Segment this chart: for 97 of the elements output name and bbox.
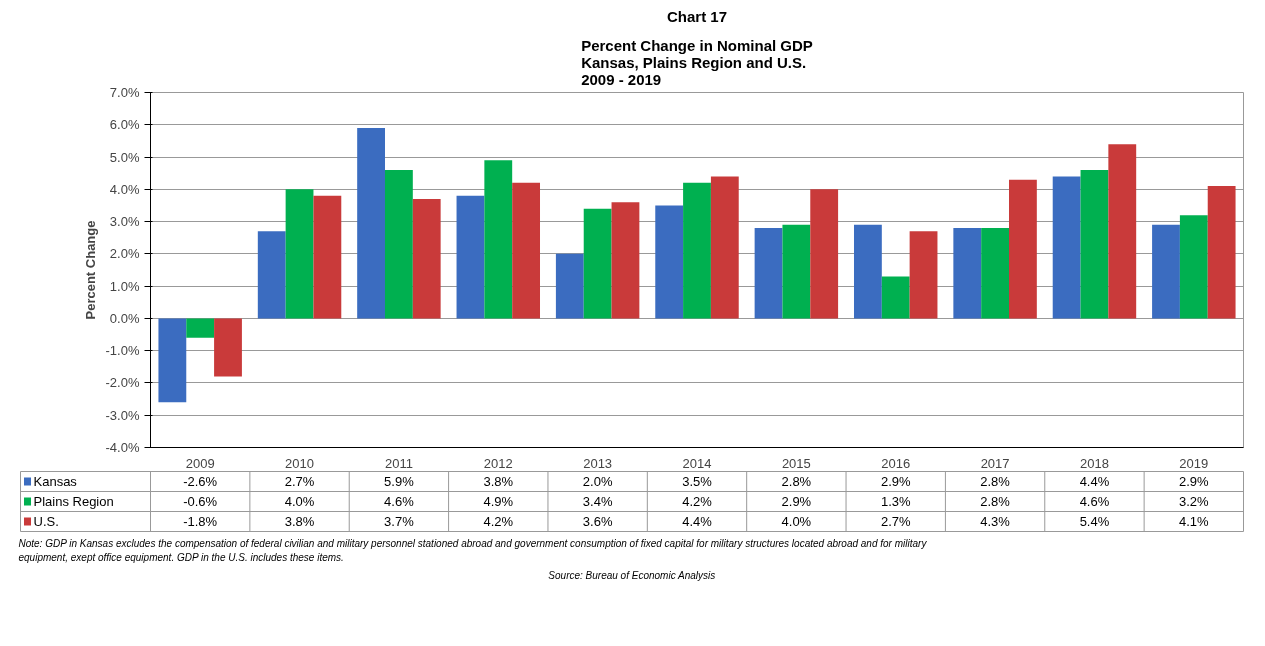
data-label: 3.8% [483,474,514,489]
data-label: -1.8% [183,514,218,529]
data-label: 4.1% [1179,514,1210,529]
data-label: 4.3% [980,514,1011,529]
data-label: 4.0% [781,514,812,529]
bar [313,195,342,319]
data-label: 5.4% [1079,514,1110,529]
bar [710,176,739,319]
y-tick-label: -3.0% [105,407,140,423]
data-label: 4.6% [384,494,415,509]
data-label: 4.0% [284,494,315,509]
x-tick-label: 2012 [483,455,513,471]
y-tick-label: -1.0% [105,343,140,359]
y-axis-title: Percent Change [82,220,98,320]
source-note: Source: Bureau of Economic Analysis [548,570,716,581]
x-tick-label: 2011 [384,455,413,471]
bar [186,318,215,338]
bar [683,182,711,319]
bar [512,182,541,319]
data-label: 2.8% [980,474,1011,489]
legend-label: Plains Region [33,494,114,509]
y-tick-label: 2.0% [109,246,140,262]
data-label: 5.9% [384,474,415,489]
data-label: 2.9% [781,494,812,509]
data-label: 3.6% [582,514,613,529]
bar [782,224,811,319]
bar [1080,169,1109,319]
data-label: -2.6% [183,474,218,489]
bar [853,224,882,319]
bar [881,276,910,319]
bar [655,205,684,319]
data-label: 2.9% [880,474,911,489]
y-tick-label: 0.0% [109,310,140,326]
bar [1052,176,1081,319]
x-tick-label: 2013 [583,455,613,471]
x-tick-label: 2017 [980,455,1010,471]
data-label: 4.4% [1079,474,1110,489]
legend-label: Kansas [33,474,78,489]
data-label: -0.6% [183,494,218,509]
data-label: 4.2% [483,514,514,529]
data-label: 4.9% [483,494,514,509]
text: Note: GDP in Kansas excludes the compensation of federal civilian and military personnel stationed abroad and government consumption of fixed capital for military structures located abroad and for military equipment, exept office equipment. GDP in the U.S. includes these items. [18,538,928,563]
bar [385,169,413,319]
data-label: 4.4% [682,514,713,529]
x-tick-label: 2016 [881,455,911,471]
bar [583,208,612,319]
bar [1009,179,1037,319]
data-label: 1.3% [880,494,911,509]
x-tick-label: 2014 [682,455,712,471]
y-tick-label: 3.0% [109,214,140,230]
bar [754,228,783,319]
data-label: 2.9% [1179,474,1210,489]
bar [611,202,640,319]
data-label: 3.4% [582,494,613,509]
bar [909,231,938,319]
x-tick-label: 2018 [1079,455,1109,471]
x-tick-label: 2015 [781,455,811,471]
y-tick-label: -2.0% [105,375,140,391]
y-tick-label: 7.0% [109,85,140,100]
bar [981,228,1009,319]
legend-label: U.S. [33,514,59,529]
bar [953,228,982,319]
bar [555,253,584,319]
data-label: 3.7% [384,514,415,529]
data-label: 2.0% [582,474,613,489]
bar [214,318,242,377]
bar [158,318,187,403]
data-label: 2.8% [980,494,1011,509]
bar [357,128,385,319]
y-tick-label: 1.0% [109,278,140,294]
x-tick-label: 2019 [1179,455,1209,471]
y-tick-label: 4.0% [109,181,140,197]
bar [1108,144,1137,319]
data-label: 3.8% [284,514,315,529]
data-label: 2.7% [284,474,315,489]
bar [257,231,286,319]
bar [412,199,441,319]
bar [1207,186,1236,319]
y-tick-label: -4.0% [105,440,140,455]
bar [484,160,513,319]
x-tick-label: 2010 [285,455,315,471]
x-tick-label: 2009 [185,455,215,471]
bar [285,189,314,319]
data-label: 3.2% [1179,494,1210,509]
data-label: 2.8% [781,474,812,489]
chart-title: Chart 17 [666,7,728,25]
y-tick-label: 5.0% [109,149,140,165]
data-label: 4.2% [682,494,713,509]
data-label: 2.7% [880,514,911,529]
bar [1179,215,1208,319]
data-label: 4.6% [1079,494,1110,509]
bar [1152,224,1180,319]
bar [810,189,839,319]
bar [456,195,485,319]
data-label: 3.5% [682,474,713,489]
y-tick-label: 6.0% [109,117,140,133]
chart-subtitle: Percent Change in Nominal GDP Kansas, Plains Region and U.S. 2009 - 2019 [581,36,813,88]
